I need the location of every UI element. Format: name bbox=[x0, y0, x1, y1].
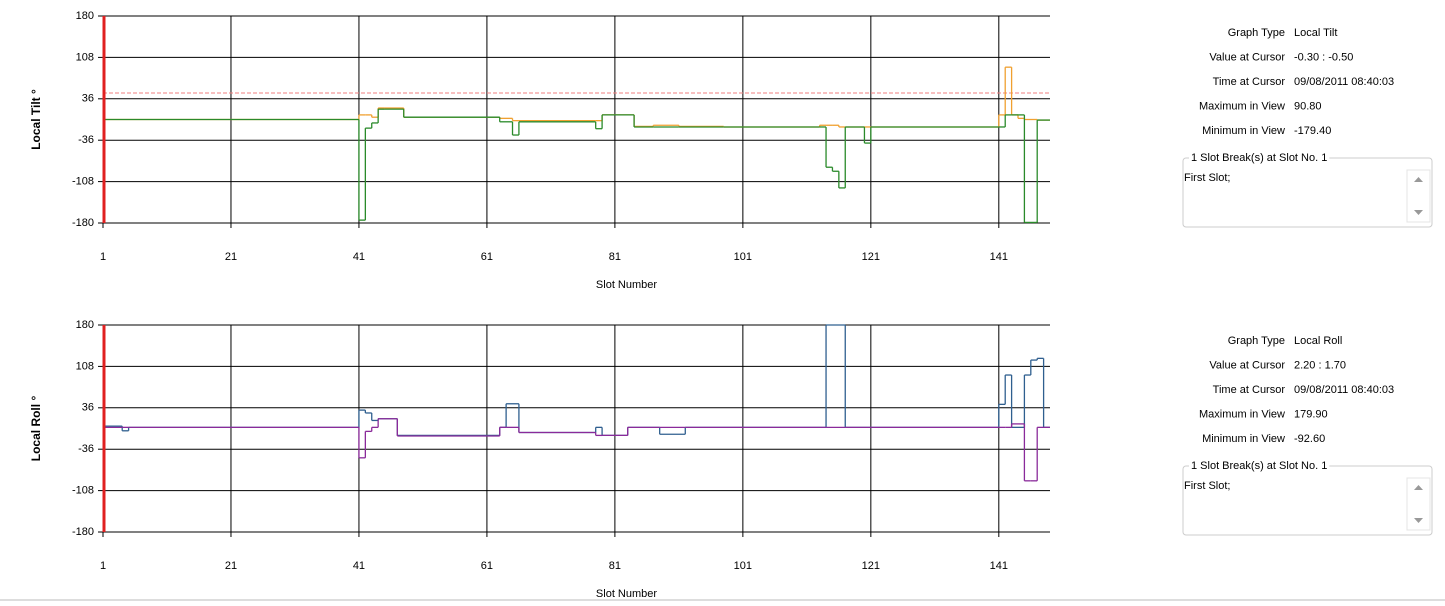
info-value: 09/08/2011 08:40:03 bbox=[1294, 76, 1394, 88]
x-tick-label: 81 bbox=[609, 560, 621, 572]
info-label: Time at Cursor bbox=[1213, 384, 1286, 396]
x-tick-label: 121 bbox=[862, 251, 880, 263]
info-value: Local Roll bbox=[1294, 335, 1342, 347]
break-text: First Slot; bbox=[1184, 172, 1230, 184]
x-tick-label: 121 bbox=[862, 560, 880, 572]
scroll-up[interactable] bbox=[1414, 177, 1423, 182]
info-label: Maximum in View bbox=[1199, 408, 1285, 420]
x-tick-label: 61 bbox=[481, 251, 493, 263]
title-backdrop bbox=[1189, 459, 1330, 472]
info-label: Value at Cursor bbox=[1209, 359, 1285, 371]
info-value: -179.40 bbox=[1294, 125, 1331, 137]
y-tick-label: 108 bbox=[76, 360, 94, 372]
x-tick-label: 41 bbox=[353, 560, 365, 572]
scroll-up[interactable] bbox=[1414, 485, 1423, 490]
break-group-title: 1 Slot Break(s) at Slot No. 1 bbox=[1191, 152, 1327, 164]
break-group-box bbox=[1182, 157, 1433, 228]
info-label: Minimum in View bbox=[1202, 125, 1285, 137]
y-axis-title: Local Roll ° bbox=[29, 396, 43, 462]
y-tick-label: -180 bbox=[72, 526, 94, 538]
info-value: -92.60 bbox=[1294, 433, 1325, 445]
info-value: 179.90 bbox=[1294, 408, 1328, 420]
info-value: Local Tilt bbox=[1294, 27, 1337, 39]
x-tick-label: 21 bbox=[225, 251, 237, 263]
x-tick-label: 141 bbox=[990, 560, 1008, 572]
y-tick-label: 108 bbox=[76, 51, 94, 63]
y-tick-label: 36 bbox=[82, 93, 94, 105]
x-tick-label: 41 bbox=[353, 251, 365, 263]
info-value: 2.20 : 1.70 bbox=[1294, 359, 1346, 371]
y-tick-label: -180 bbox=[72, 217, 94, 229]
y-tick-label: 36 bbox=[82, 402, 94, 414]
break-group-box bbox=[1182, 465, 1433, 536]
y-tick-label: -108 bbox=[72, 485, 94, 497]
info-label: Value at Cursor bbox=[1209, 51, 1285, 63]
x-tick-label: 1 bbox=[100, 560, 106, 572]
y-axis-title: Local Tilt ° bbox=[29, 89, 43, 150]
x-tick-label: 81 bbox=[609, 251, 621, 263]
info-label: Graph Type bbox=[1228, 335, 1285, 347]
x-axis-title: Slot Number bbox=[596, 279, 657, 291]
x-tick-label: 101 bbox=[734, 560, 752, 572]
scrollbar[interactable] bbox=[1406, 477, 1431, 531]
title-backdrop bbox=[1189, 151, 1330, 164]
info-label: Graph Type bbox=[1228, 27, 1285, 39]
info-label: Minimum in View bbox=[1202, 433, 1285, 445]
y-tick-label: -36 bbox=[78, 443, 94, 455]
x-tick-label: 141 bbox=[990, 251, 1008, 263]
x-tick-label: 21 bbox=[225, 560, 237, 572]
info-label: Time at Cursor bbox=[1213, 76, 1286, 88]
info-label: Maximum in View bbox=[1199, 100, 1285, 112]
x-axis-title: Slot Number bbox=[596, 588, 657, 600]
info-value: -0.30 : -0.50 bbox=[1294, 51, 1353, 63]
y-tick-label: 180 bbox=[76, 10, 94, 22]
scroll-down[interactable] bbox=[1414, 210, 1423, 215]
x-tick-label: 1 bbox=[100, 251, 106, 263]
x-tick-label: 61 bbox=[481, 560, 493, 572]
break-text: First Slot; bbox=[1184, 480, 1230, 492]
x-tick-label: 101 bbox=[734, 251, 752, 263]
break-group-title: 1 Slot Break(s) at Slot No. 1 bbox=[1191, 460, 1327, 472]
scrollbar[interactable] bbox=[1406, 169, 1431, 223]
info-value: 90.80 bbox=[1294, 100, 1322, 112]
y-tick-label: -36 bbox=[78, 134, 94, 146]
y-tick-label: -108 bbox=[72, 176, 94, 188]
scroll-down[interactable] bbox=[1414, 518, 1423, 523]
info-value: 09/08/2011 08:40:03 bbox=[1294, 384, 1394, 396]
y-tick-label: 180 bbox=[76, 319, 94, 331]
